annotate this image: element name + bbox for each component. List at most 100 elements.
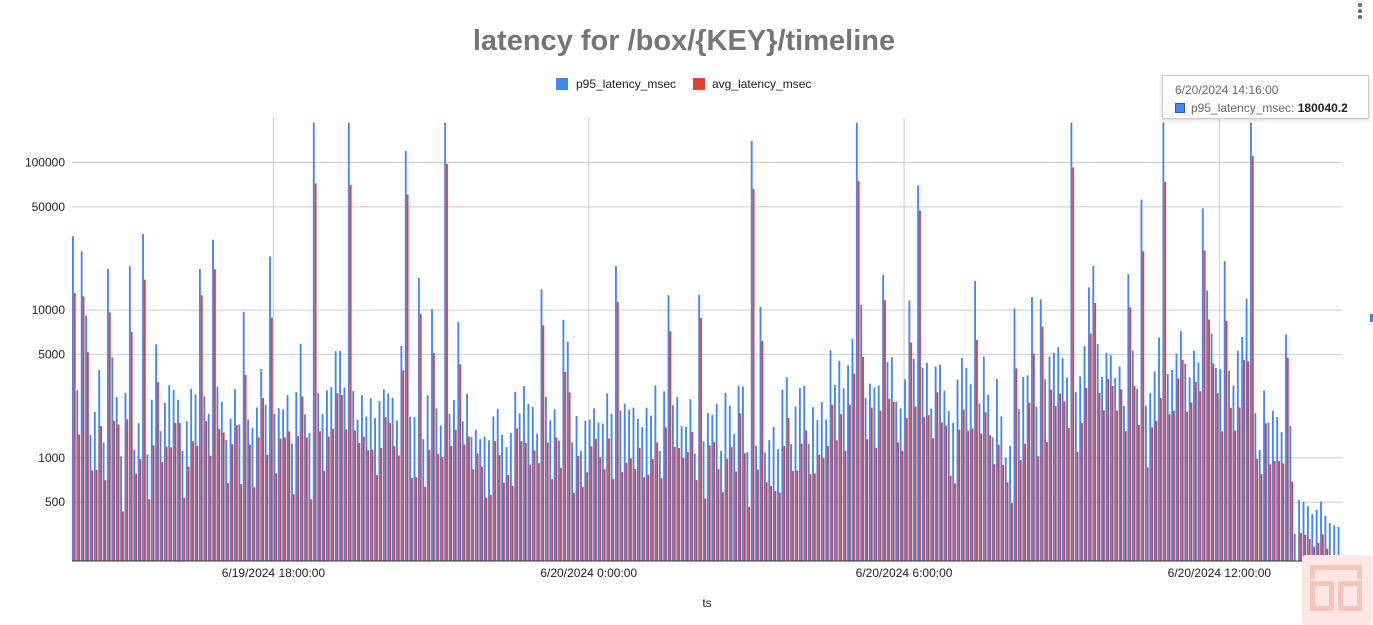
bar-avg[interactable]: [345, 429, 348, 561]
bar-avg[interactable]: [1046, 442, 1048, 561]
bar-p95[interactable]: [163, 402, 166, 561]
bar-p95[interactable]: [772, 426, 775, 561]
bar-avg[interactable]: [1321, 534, 1324, 561]
bar-p95[interactable]: [943, 390, 946, 561]
bar-avg[interactable]: [511, 485, 514, 561]
bar-p95[interactable]: [917, 185, 920, 561]
bar-p95[interactable]: [290, 443, 293, 561]
bar-avg[interactable]: [700, 317, 702, 561]
bar-p95[interactable]: [220, 401, 223, 561]
bar-avg[interactable]: [139, 459, 142, 561]
bar-avg[interactable]: [358, 443, 361, 561]
bar-avg[interactable]: [148, 499, 151, 561]
bar-p95[interactable]: [286, 395, 289, 561]
bar-avg[interactable]: [792, 471, 794, 561]
bar-avg[interactable]: [1265, 423, 1267, 561]
bar-p95[interactable]: [150, 399, 153, 561]
bar-p95[interactable]: [566, 341, 569, 561]
bar-p95[interactable]: [347, 122, 350, 562]
bar-avg[interactable]: [249, 444, 251, 561]
bar-p95[interactable]: [1162, 122, 1165, 562]
bar-p95[interactable]: [378, 401, 381, 561]
bar-p95[interactable]: [1079, 376, 1082, 561]
bar-p95[interactable]: [553, 409, 556, 561]
bar-p95[interactable]: [575, 415, 578, 561]
bar-avg[interactable]: [778, 492, 781, 561]
bar-avg[interactable]: [1300, 532, 1302, 561]
bar-avg[interactable]: [1129, 307, 1132, 561]
bar-p95[interactable]: [277, 408, 280, 561]
bar-avg[interactable]: [205, 420, 208, 561]
bar-avg[interactable]: [1326, 548, 1329, 561]
bar-p95[interactable]: [107, 268, 109, 561]
bar-avg[interactable]: [748, 506, 751, 561]
bar-p95[interactable]: [76, 390, 79, 561]
bar-avg[interactable]: [1072, 167, 1075, 562]
bar-p95[interactable]: [733, 434, 736, 561]
bar-p95[interactable]: [558, 440, 560, 561]
bar-avg[interactable]: [559, 467, 562, 561]
bar-p95[interactable]: [1048, 356, 1051, 561]
bar-p95[interactable]: [645, 407, 648, 561]
bar-p95[interactable]: [886, 361, 889, 561]
bar-avg[interactable]: [319, 431, 321, 561]
bar-p95[interactable]: [177, 399, 179, 561]
bar-p95[interactable]: [1066, 377, 1068, 561]
bar-p95[interactable]: [422, 439, 425, 561]
bar-avg[interactable]: [879, 410, 882, 561]
bar-p95[interactable]: [273, 413, 276, 561]
bar-avg[interactable]: [472, 469, 475, 561]
bar-avg[interactable]: [227, 483, 229, 561]
bar-p95[interactable]: [777, 449, 779, 561]
bar-avg[interactable]: [380, 447, 383, 561]
bar-p95[interactable]: [1271, 410, 1274, 561]
bar-avg[interactable]: [862, 356, 864, 561]
bar-avg[interactable]: [86, 352, 89, 561]
bar-avg[interactable]: [905, 417, 908, 561]
bar-p95[interactable]: [1153, 371, 1156, 561]
bar-p95[interactable]: [216, 386, 219, 561]
bar-avg[interactable]: [1116, 410, 1118, 561]
bar-p95[interactable]: [1061, 358, 1064, 561]
bar-p95[interactable]: [912, 358, 915, 561]
bar-p95[interactable]: [816, 420, 819, 561]
bar-p95[interactable]: [864, 398, 867, 561]
bar-p95[interactable]: [825, 419, 828, 561]
bar-avg[interactable]: [1024, 443, 1026, 561]
bar-avg[interactable]: [919, 210, 921, 562]
bar-avg[interactable]: [117, 424, 120, 561]
bar-p95[interactable]: [1267, 422, 1270, 561]
bar-avg[interactable]: [95, 469, 98, 561]
bar-avg[interactable]: [809, 474, 812, 561]
bar-avg[interactable]: [704, 498, 707, 561]
bar-p95[interactable]: [715, 403, 718, 561]
bar-p95[interactable]: [356, 419, 359, 561]
bar-p95[interactable]: [1031, 297, 1033, 561]
bar-p95[interactable]: [1118, 366, 1121, 561]
bar-p95[interactable]: [1171, 370, 1174, 561]
bar-avg[interactable]: [897, 442, 899, 561]
bar-p95[interactable]: [1197, 362, 1200, 561]
bar-p95[interactable]: [947, 411, 950, 561]
bar-p95[interactable]: [693, 453, 696, 561]
bar-avg[interactable]: [1278, 461, 1280, 561]
bar-avg[interactable]: [818, 454, 821, 561]
bar-avg[interactable]: [1102, 410, 1105, 561]
bar-avg[interactable]: [1081, 423, 1083, 561]
bar-p95[interactable]: [269, 256, 271, 561]
bar-p95[interactable]: [1324, 515, 1327, 561]
bar-p95[interactable]: [794, 406, 797, 561]
bar-p95[interactable]: [1328, 523, 1331, 561]
bar-avg[interactable]: [599, 457, 602, 561]
bar-avg[interactable]: [743, 453, 746, 561]
bar-avg[interactable]: [1304, 534, 1307, 561]
bar-avg[interactable]: [927, 415, 930, 561]
bar-avg[interactable]: [971, 428, 974, 561]
bar-avg[interactable]: [643, 477, 645, 561]
bar-p95[interactable]: [453, 400, 455, 561]
bar-avg[interactable]: [104, 480, 107, 561]
bar-avg[interactable]: [638, 447, 641, 561]
bar-avg[interactable]: [1067, 427, 1070, 561]
bar-avg[interactable]: [980, 433, 983, 561]
bar-avg[interactable]: [1138, 425, 1140, 561]
